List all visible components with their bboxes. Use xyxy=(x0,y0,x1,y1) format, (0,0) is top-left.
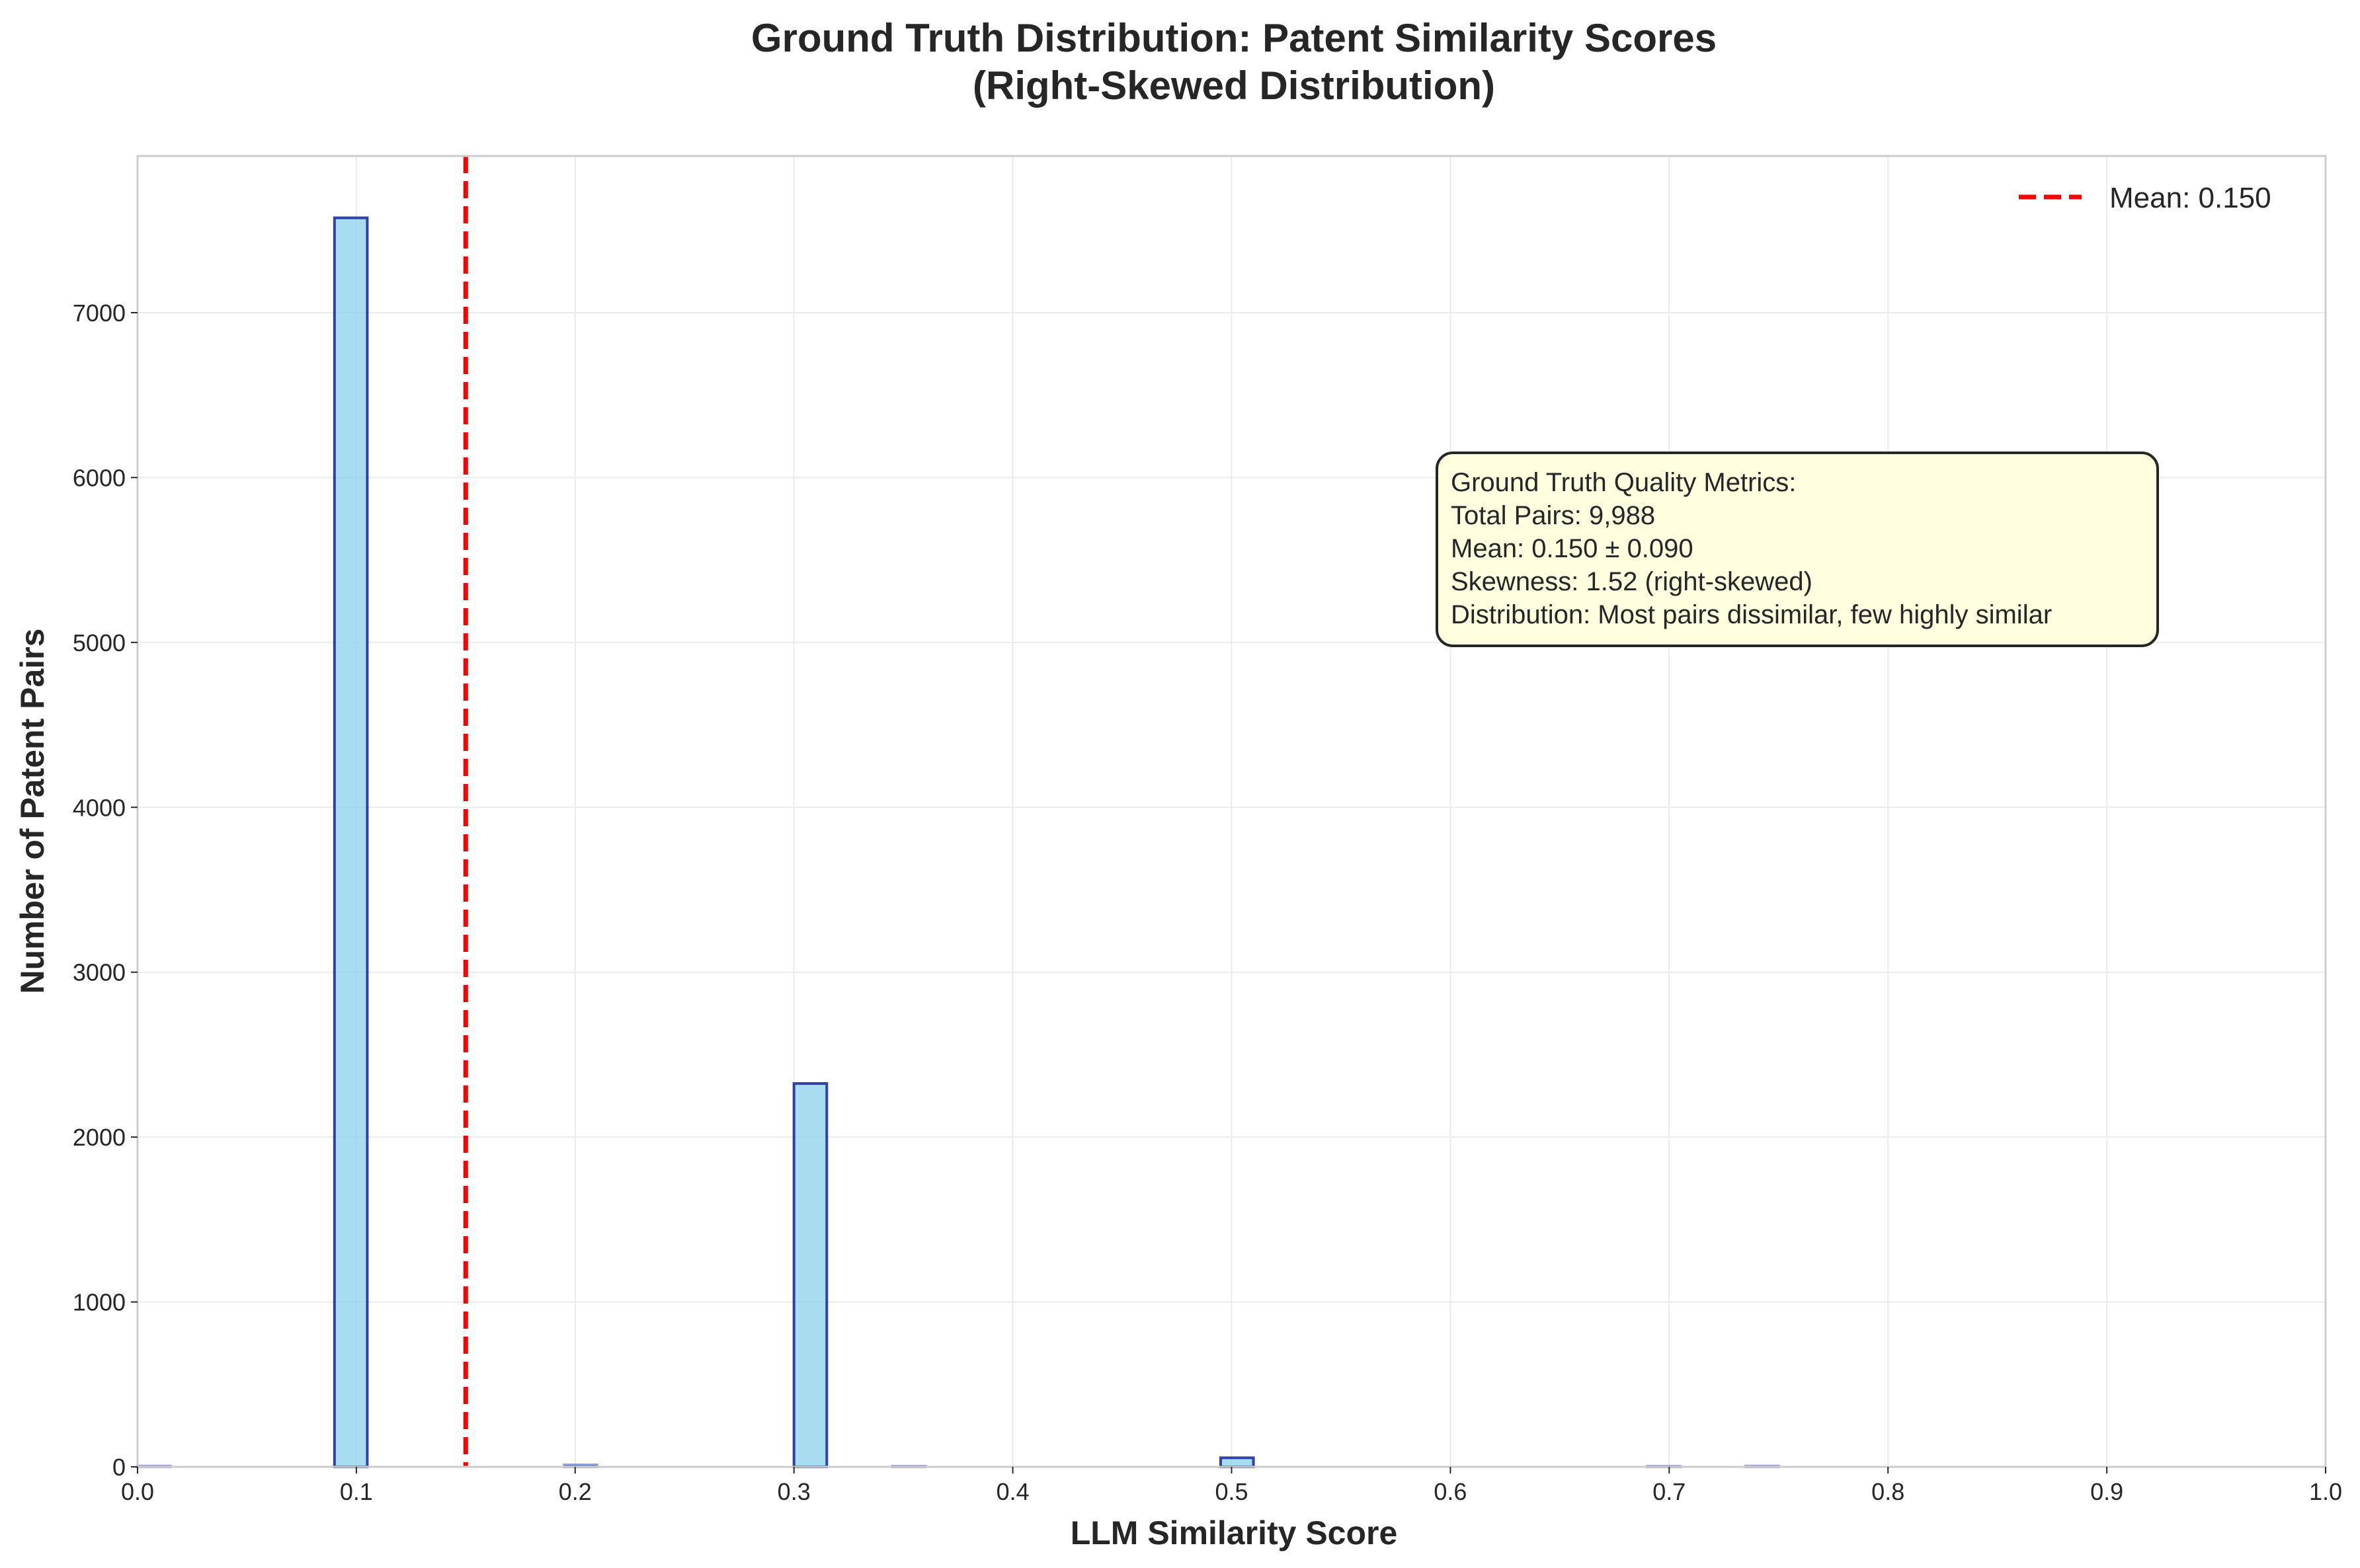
y-tick-label: 3000 xyxy=(73,959,126,986)
chart-title-line-1: Ground Truth Distribution: Patent Simila… xyxy=(751,16,1717,60)
x-tick-label: 1.0 xyxy=(2309,1478,2342,1505)
y-axis-ticks: 0 1000 2000 3000 4000 5000 6000 7000 xyxy=(73,299,138,1481)
x-tick-label: 0.6 xyxy=(1434,1478,1467,1505)
y-tick-label: 6000 xyxy=(73,464,126,491)
histogram-bar xyxy=(335,218,368,1467)
metrics-skewness: Skewness: 1.52 (right-skewed) xyxy=(1451,567,1812,596)
metrics-total-pairs: Total Pairs: 9,988 xyxy=(1451,501,1655,530)
chart-title-line-2: (Right-Skewed Distribution) xyxy=(973,63,1495,108)
x-tick-label: 0.0 xyxy=(121,1478,154,1505)
y-tick-label: 4000 xyxy=(73,794,126,821)
legend: Mean: 0.150 xyxy=(2019,182,2271,214)
x-tick-label: 0.4 xyxy=(997,1478,1030,1505)
histogram-bars xyxy=(138,218,1779,1467)
y-tick-label: 2000 xyxy=(73,1124,126,1151)
x-tick-label: 0.3 xyxy=(778,1478,811,1505)
x-axis-ticks: 0.0 0.1 0.2 0.3 0.4 0.5 0.6 0.7 0.8 0.9 1.0 xyxy=(121,1467,2342,1505)
y-axis-label: Number of Patent Pairs xyxy=(14,629,51,994)
x-tick-label: 0.8 xyxy=(1871,1478,1904,1505)
metrics-distribution: Distribution: Most pairs dissimilar, few… xyxy=(1451,600,2052,629)
metrics-mean: Mean: 0.150 ± 0.090 xyxy=(1451,534,1693,563)
x-tick-label: 0.5 xyxy=(1215,1478,1248,1505)
x-tick-label: 0.9 xyxy=(2090,1478,2123,1505)
x-tick-label: 0.1 xyxy=(340,1478,373,1505)
x-tick-label: 0.2 xyxy=(559,1478,592,1505)
histogram-bar xyxy=(794,1083,827,1467)
y-tick-label: 5000 xyxy=(73,629,126,656)
histogram-bar xyxy=(1221,1458,1254,1467)
y-tick-label: 1000 xyxy=(73,1289,126,1316)
y-tick-label: 7000 xyxy=(73,299,126,327)
y-tick-label: 0 xyxy=(112,1454,126,1481)
metrics-heading: Ground Truth Quality Metrics: xyxy=(1451,468,1796,497)
x-axis-label: LLM Similarity Score xyxy=(1071,1514,1398,1551)
quality-metrics-box: Ground Truth Quality Metrics: Total Pair… xyxy=(1437,453,2158,646)
x-tick-label: 0.7 xyxy=(1652,1478,1686,1505)
legend-mean-label: Mean: 0.150 xyxy=(2109,182,2271,214)
